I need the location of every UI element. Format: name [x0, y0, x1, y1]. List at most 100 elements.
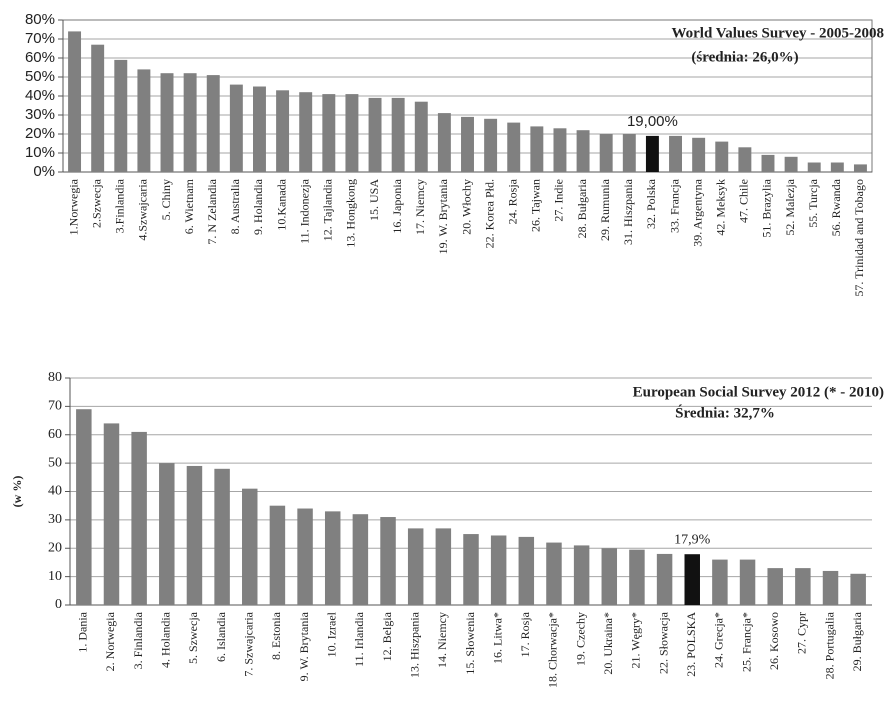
y-tick-label: 50%	[25, 68, 55, 85]
x-tick-label: 57. Trinidad and Tobago	[852, 179, 866, 297]
x-tick-label: 52. Malezja	[783, 178, 797, 235]
y-tick-label: 60	[48, 427, 62, 442]
y-tick-label: 50	[48, 455, 62, 470]
bar	[160, 73, 174, 172]
x-tick-label: 22. Słowacja	[656, 611, 670, 674]
bar	[795, 568, 811, 605]
x-tick-label: 20. Włochy	[459, 179, 473, 235]
bar	[530, 126, 544, 172]
x-tick-label: 15. USA	[367, 179, 381, 221]
bar	[380, 517, 396, 605]
x-tick-label: 15. Słowenia	[463, 611, 477, 674]
bar	[103, 423, 120, 605]
bar	[324, 511, 341, 605]
bar	[850, 573, 866, 605]
bar	[407, 528, 424, 605]
bar	[391, 97, 405, 172]
x-tick-label: 17. Niemcy	[413, 179, 427, 235]
bar	[276, 90, 290, 172]
bar	[853, 164, 867, 172]
x-tick-label: 23. POLSKA	[684, 612, 698, 677]
bar	[214, 468, 230, 605]
bar	[573, 545, 590, 605]
y-tick-label: 10%	[25, 144, 55, 161]
bar	[269, 505, 286, 605]
x-tick-label: 12. Belgia	[380, 611, 394, 661]
bar	[206, 75, 220, 172]
bar	[242, 488, 258, 605]
bar	[131, 431, 147, 605]
bar	[738, 147, 752, 172]
x-tick-label: 55. Turcja	[806, 178, 820, 227]
bar	[345, 94, 359, 172]
bar	[297, 508, 313, 605]
x-tick-label: 32. Polska	[644, 178, 658, 229]
data-label: 17,9%	[674, 532, 711, 547]
bar	[490, 535, 507, 605]
bar	[761, 154, 775, 172]
x-tick-label: 10. Izrael	[324, 611, 338, 657]
y-tick-label: 30%	[25, 106, 55, 123]
x-tick-label: 56. Rwanda	[829, 178, 843, 236]
x-tick-label: 5. Szwecja	[186, 611, 200, 664]
x-tick-label: 33. Francja	[667, 178, 681, 233]
bar	[322, 94, 336, 172]
bar	[629, 549, 645, 605]
bar	[669, 135, 683, 172]
x-tick-label: 24. Grecja*	[712, 612, 726, 668]
x-tick-label: 39. Argentyna	[690, 178, 704, 246]
bar	[352, 514, 369, 605]
bar	[463, 534, 479, 605]
bar	[68, 31, 82, 173]
chart-title: World Values Survey - 2005-2008	[671, 25, 884, 41]
x-tick-label: 14. Niemcy	[435, 612, 449, 668]
x-tick-label: 8. Australia	[228, 178, 242, 234]
y-tick-label: 30	[48, 512, 62, 527]
x-tick-label: 13. Hongkong	[344, 179, 358, 248]
x-tick-label: 11. Irlandia	[352, 611, 366, 667]
bar	[252, 86, 266, 172]
x-tick-label: 20. Ukraina*	[601, 612, 615, 675]
x-tick-label: 27. Indie	[552, 179, 566, 222]
bar	[622, 134, 636, 172]
bar	[435, 528, 452, 605]
x-tick-label: 12. Tajlandia	[321, 178, 335, 241]
bar	[76, 409, 92, 605]
x-tick-label: 11. Indonezja	[297, 178, 311, 244]
x-tick-label: 18. Chorwacja*	[546, 612, 560, 688]
bar	[437, 113, 451, 172]
bar	[807, 162, 821, 172]
x-tick-label: 22. Korea Płd.	[482, 179, 496, 248]
bar	[739, 559, 756, 605]
x-tick-label: 19. Czechy	[573, 612, 587, 666]
x-tick-label: 51. Brazylia	[760, 178, 774, 237]
bar	[159, 463, 175, 605]
x-tick-label: 7. N Zelandia	[205, 178, 219, 244]
x-tick-label: 2. Norwegia	[103, 611, 117, 671]
bar	[712, 559, 728, 605]
bar	[91, 44, 105, 173]
bar	[183, 73, 197, 172]
bar	[553, 128, 567, 172]
bar	[830, 162, 844, 172]
bar	[114, 59, 128, 172]
x-tick-label: 29. Rumunia	[598, 178, 612, 241]
x-tick-label: 16. Litwa*	[490, 612, 504, 664]
bar	[684, 554, 700, 605]
bar	[368, 97, 382, 172]
x-tick-label: 9. W. Brytania	[297, 611, 311, 681]
x-tick-label: 17. Rosja	[518, 611, 532, 657]
bar	[601, 548, 618, 605]
data-label: 19,00%	[627, 113, 678, 130]
y-tick-label: 60%	[25, 49, 55, 66]
bar	[518, 536, 535, 605]
x-tick-label: 28. Portugalia	[822, 611, 836, 679]
x-tick-label: 9. Holandia	[251, 178, 265, 235]
x-tick-label: 31. Hiszpania	[621, 178, 635, 245]
bar	[484, 118, 498, 172]
x-tick-label: 5. Chiny	[159, 179, 173, 220]
bar	[599, 134, 613, 172]
y-tick-label: 10	[48, 569, 62, 584]
x-tick-label: 3. Finlandia	[131, 611, 145, 669]
x-tick-label: 4.Szwajcaria	[136, 178, 150, 240]
